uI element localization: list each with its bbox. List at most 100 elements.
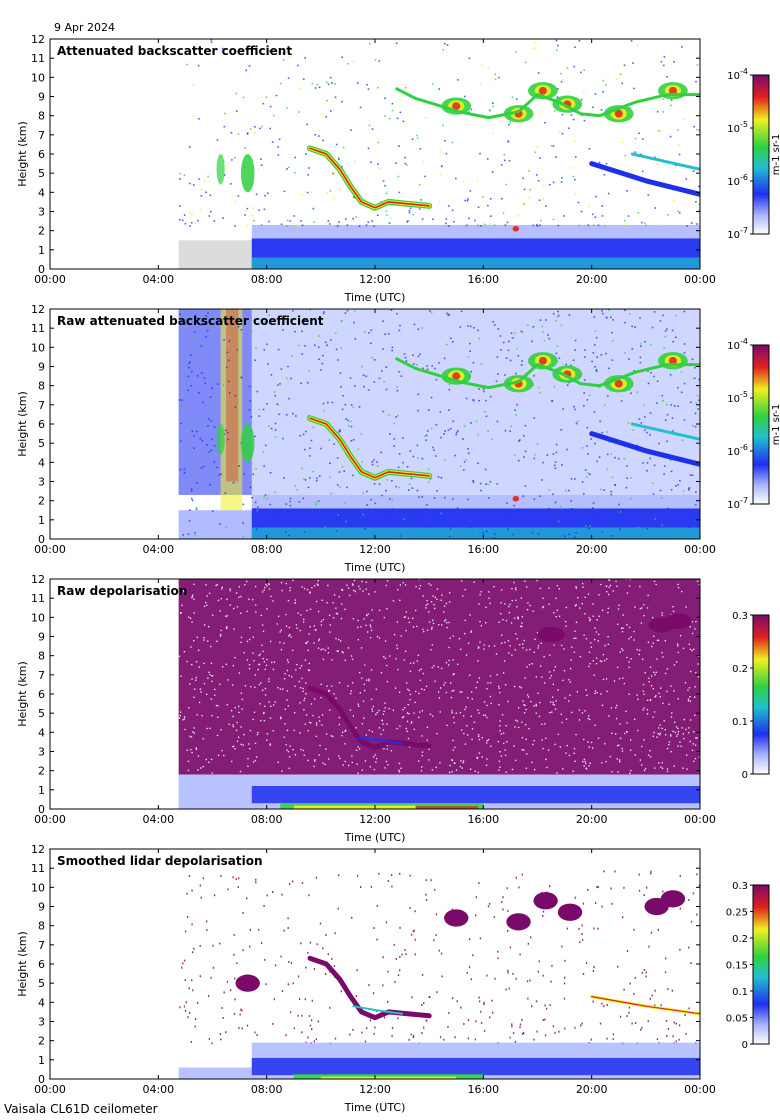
depol-noise-speckle — [525, 708, 527, 711]
backscatter-speckle — [591, 360, 593, 363]
backscatter-speckle — [592, 502, 595, 504]
depol-smoothed-speckle — [202, 877, 205, 880]
depol-noise-speckle — [254, 686, 256, 688]
backscatter-speckle — [278, 413, 281, 416]
backscatter-speckle — [465, 397, 468, 400]
backscatter-speckle — [371, 220, 374, 222]
backscatter-speckle — [695, 201, 697, 203]
depol-noise-speckle — [394, 687, 397, 689]
backscatter-speckle — [526, 324, 529, 326]
backscatter-speckle — [363, 385, 365, 388]
depol-noise-speckle — [581, 582, 584, 585]
depol-noise-speckle — [600, 583, 602, 586]
depol-noise-speckle — [268, 678, 270, 680]
depol-noise-speckle — [421, 710, 424, 712]
backscatter-speckle — [539, 391, 542, 394]
depol-noise-speckle — [262, 630, 265, 632]
colorbar-tick-label: 0.15 — [726, 961, 748, 972]
backscatter-speckle — [660, 130, 662, 133]
depol-smoothed-speckle — [234, 977, 236, 980]
backscatter-speckle — [342, 394, 345, 397]
backscatter-speckle — [505, 357, 508, 359]
depol-noise-speckle — [601, 704, 604, 707]
depol-noise-speckle — [208, 671, 210, 673]
depol-smoothed-speckle — [184, 1009, 187, 1012]
backscatter-speckle — [180, 399, 183, 401]
depol-noise-speckle — [445, 602, 448, 605]
x-tick-label: 04:00 — [142, 543, 174, 556]
backscatter-speckle — [479, 152, 481, 155]
colorbar — [752, 614, 770, 775]
depol-noise-speckle — [520, 597, 522, 599]
depol-noise-speckle — [421, 766, 423, 768]
backscatter-speckle — [504, 224, 507, 226]
depol-noise-speckle — [370, 669, 373, 671]
depol-smoothed-speckle — [601, 905, 603, 908]
backscatter-speckle — [316, 83, 319, 86]
depol-noise-speckle — [358, 705, 360, 707]
depol-noise-speckle — [361, 580, 363, 583]
depol-noise-speckle — [367, 631, 369, 633]
colorbar-tick-label: 0.2 — [732, 934, 748, 945]
backscatter-speckle — [210, 39, 213, 41]
backscatter-speckle — [626, 477, 628, 480]
backscatter-speckle — [193, 331, 196, 334]
backscatter-speckle — [318, 129, 321, 132]
depol-smoothed-speckle — [281, 990, 284, 993]
backscatter-speckle — [362, 513, 365, 516]
backscatter-speckle — [472, 479, 474, 482]
depol-smoothed-speckle — [199, 944, 201, 947]
backscatter-speckle — [402, 437, 404, 439]
backscatter-speckle — [501, 198, 503, 200]
depol-smoothed-speckle — [372, 992, 375, 995]
backscatter-speckle — [579, 71, 582, 74]
backscatter-speckle — [398, 486, 401, 489]
depol-noise-speckle — [341, 731, 344, 734]
depol-noise-speckle — [502, 672, 505, 674]
depol-noise-speckle — [594, 690, 597, 692]
backscatter-speckle — [618, 503, 620, 506]
depol-noise-speckle — [521, 625, 523, 628]
depol-noise-speckle — [682, 647, 685, 649]
depol-noise-speckle — [695, 737, 697, 739]
depol-noise-speckle — [329, 631, 331, 633]
backscatter-speckle — [539, 495, 541, 497]
depol-noise-speckle — [626, 624, 628, 626]
depol-noise-speckle — [403, 616, 406, 618]
depol-noise-speckle — [226, 598, 228, 601]
depol-noise-speckle — [555, 616, 557, 618]
backscatter-speckle — [603, 174, 606, 176]
depol-noise-speckle — [272, 704, 275, 706]
backscatter-speckle — [441, 522, 444, 524]
depol-noise-speckle — [341, 651, 344, 653]
backscatter-speckle — [364, 522, 367, 524]
backscatter-speckle — [581, 481, 584, 483]
depol-noise-speckle — [464, 619, 466, 622]
depol-noise-speckle — [554, 743, 556, 746]
depol-noise-speckle — [643, 693, 645, 695]
depol-noise-speckle — [619, 651, 621, 653]
backscatter-speckle — [683, 382, 686, 385]
backscatter-speckle — [560, 72, 562, 75]
backscatter-speckle — [362, 492, 365, 494]
backscatter-speckle — [211, 510, 214, 512]
depol-noise-speckle — [423, 689, 426, 691]
depol-noise-speckle — [225, 615, 227, 617]
depol-noise-speckle — [505, 771, 507, 773]
depol-noise-speckle — [327, 758, 330, 760]
depol-noise-speckle — [449, 764, 451, 767]
depol-noise-speckle — [395, 658, 397, 660]
backscatter-speckle — [509, 430, 511, 432]
depol-smoothed-speckle — [435, 913, 438, 916]
backscatter-speckle — [317, 135, 320, 137]
depol-smoothed-speckle — [564, 1027, 566, 1030]
backscatter-speckle — [210, 420, 213, 422]
depol-noise-speckle — [283, 678, 286, 680]
backscatter-speckle — [506, 221, 509, 224]
depol-noise-speckle — [317, 610, 320, 613]
x-tick-label: 00:00 — [34, 543, 66, 556]
backscatter-speckle — [199, 437, 202, 440]
depol-noise-speckle — [557, 733, 559, 736]
backscatter-speckle — [465, 458, 467, 461]
backscatter-speckle — [218, 523, 221, 525]
